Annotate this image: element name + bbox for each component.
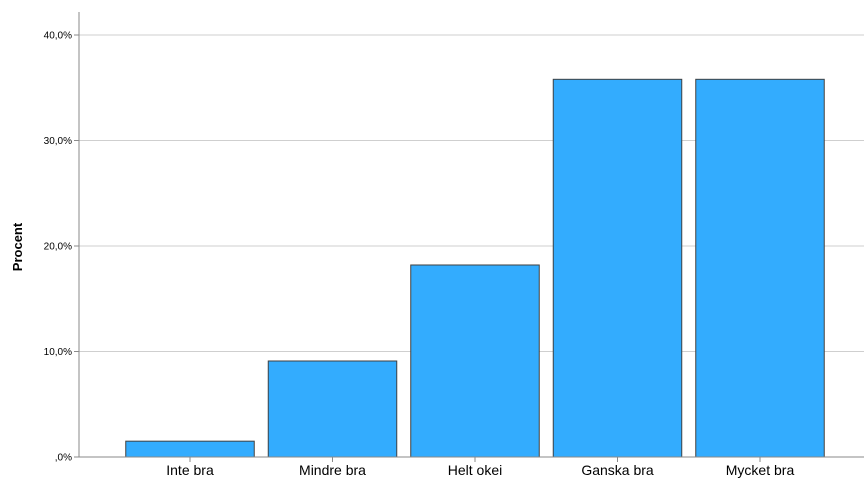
x-tick-label: Ganska bra <box>581 462 654 478</box>
bar-helt-okei <box>410 264 540 458</box>
x-tick-label: Inte bra <box>166 462 214 478</box>
bar-ganska-bra <box>552 78 683 458</box>
bar-mindre-bra <box>267 360 398 458</box>
y-axis-title: Procent <box>10 222 25 271</box>
y-tick-label: 20,0% <box>44 242 72 253</box>
y-tick-label: 30,0% <box>44 136 72 147</box>
x-tick-label: Mindre bra <box>299 462 366 478</box>
x-tick-label: Helt okei <box>448 462 502 478</box>
axes <box>78 12 864 458</box>
y-tick-label: 40,0% <box>44 31 72 42</box>
x-tick-labels: Inte bra Mindre bra Helt okei Ganska bra Myc… <box>166 457 794 478</box>
bar-inte-bra <box>125 440 255 458</box>
x-tick-label: Mycket bra <box>726 462 795 478</box>
bar-mycket-bra <box>695 78 825 458</box>
y-tick-label: 10,0% <box>44 347 72 358</box>
bars <box>125 78 825 458</box>
y-tick-labels: ,0% 10,0% 20,0% 30,0% 40,0% <box>44 31 72 464</box>
y-tick-label: ,0% <box>55 453 72 464</box>
